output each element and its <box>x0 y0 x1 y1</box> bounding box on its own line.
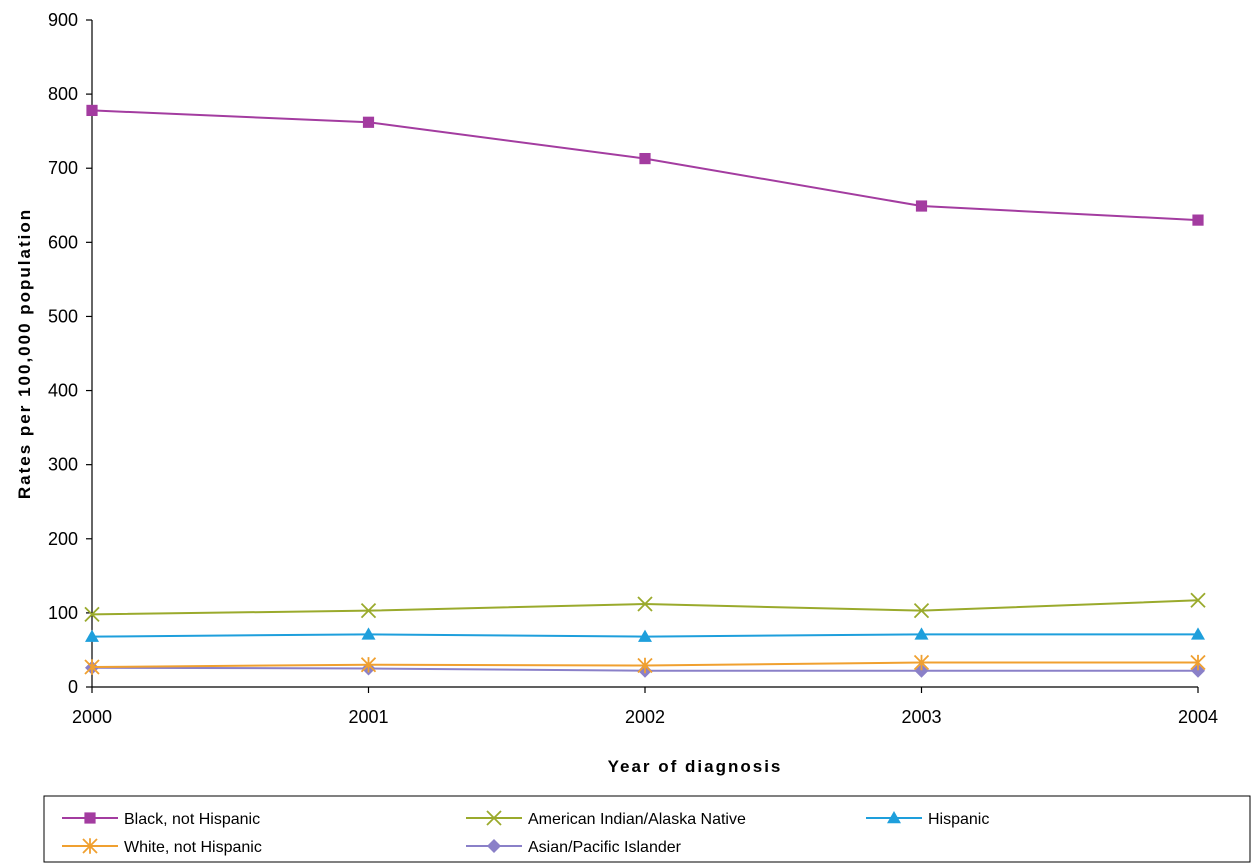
legend-box <box>43 795 1251 863</box>
series-white-not-hispanic <box>84 654 1206 675</box>
data-point-marker <box>361 627 376 640</box>
x-tick-label: 2003 <box>901 707 941 727</box>
y-tick-label: 100 <box>48 603 78 623</box>
data-point-marker <box>86 104 98 117</box>
y-tick-label: 800 <box>48 84 78 104</box>
x-tick-label: 2000 <box>72 707 112 727</box>
legend-marker <box>487 839 501 853</box>
data-point-marker <box>1191 627 1205 640</box>
y-tick-labels: 0 100 200 300 400 500 600 700 800 900 <box>48 10 78 697</box>
legend: Black, not Hispanic American Indian/Alask… <box>43 795 1251 863</box>
x-tick-label: 2002 <box>625 707 665 727</box>
y-tick-label: 300 <box>48 455 78 475</box>
series-american-indian-alaska-native <box>84 592 1206 623</box>
data-point-marker <box>360 657 377 673</box>
series-black-not-hispanic <box>86 104 1204 226</box>
legend-marker <box>887 811 901 824</box>
data-point-marker <box>638 629 652 642</box>
legend-label: Black, not Hispanic <box>124 811 260 828</box>
data-point-marker <box>913 603 930 619</box>
legend-label: Asian/Pacific Islander <box>528 839 682 856</box>
legend-item: Asian/Pacific Islander <box>466 839 682 856</box>
legend-label: White, not Hispanic <box>124 839 262 856</box>
legend-item: Black, not Hispanic <box>62 811 260 828</box>
y-axis-title: Rates per 100,000 population <box>15 208 34 499</box>
axes <box>86 19 1199 693</box>
series-line <box>91 109 1199 222</box>
y-tick-label: 900 <box>48 10 78 30</box>
legend-label: Hispanic <box>928 811 989 828</box>
y-tick-label: 400 <box>48 381 78 401</box>
y-tick-label: 700 <box>48 158 78 178</box>
legend-item: American Indian/Alaska Native <box>466 810 746 828</box>
legend-label: American Indian/Alaska Native <box>528 811 746 828</box>
series-group <box>84 104 1206 678</box>
y-tick-label: 600 <box>48 232 78 252</box>
data-point-marker <box>639 152 651 165</box>
data-point-marker <box>914 627 929 640</box>
data-point-marker <box>85 629 99 642</box>
legend-marker <box>82 838 98 854</box>
data-point-marker <box>362 116 375 128</box>
data-point-marker <box>637 596 653 612</box>
data-point-marker <box>360 603 377 619</box>
data-point-marker <box>1192 214 1204 226</box>
y-tick-label: 500 <box>48 306 78 326</box>
series-line <box>91 599 1199 616</box>
y-tick-label: 200 <box>48 529 78 549</box>
series-hispanic <box>85 627 1205 642</box>
y-tick-label: 0 <box>68 677 78 697</box>
data-point-marker <box>84 606 100 623</box>
data-point-marker <box>915 200 928 212</box>
data-point-marker <box>1190 654 1206 671</box>
x-axis-title: Year of diagnosis <box>608 757 783 776</box>
data-point-marker <box>84 659 100 675</box>
data-point-marker <box>1190 592 1206 608</box>
x-tick-label: 2004 <box>1178 707 1218 727</box>
data-point-marker <box>637 657 653 674</box>
legend-marker <box>486 810 502 826</box>
legend-item: Hispanic <box>866 811 989 828</box>
x-tick-labels: 2000 2001 2002 2003 2004 <box>72 707 1218 727</box>
x-tick-label: 2001 <box>348 707 388 727</box>
data-point-marker <box>913 654 930 671</box>
legend-marker <box>84 812 96 824</box>
legend-item: White, not Hispanic <box>62 838 262 856</box>
